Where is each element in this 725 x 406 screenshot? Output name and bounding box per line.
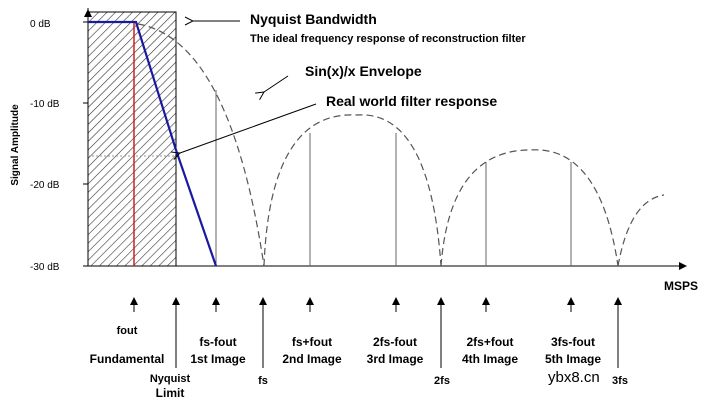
image-lines xyxy=(215,90,572,266)
marker-fs-line1: fs xyxy=(258,375,268,387)
marker-fs-plus-fout-line1: fs+fout xyxy=(292,335,332,349)
marker-nyquist-line2: Limit xyxy=(156,386,185,400)
marker-3fs-fout-line1: 3fs-fout xyxy=(551,335,595,349)
real-filter-label: Real world filter response xyxy=(326,93,497,109)
nyquist-bandwidth-region xyxy=(87,11,177,267)
marker-nyquist-line1: Nyquist xyxy=(150,373,191,385)
watermark: ybx8.cn xyxy=(548,369,600,386)
marker-2fs-fout-line1: 2fs-fout xyxy=(373,335,417,349)
sinx-envelope-curve xyxy=(137,23,665,267)
marker-arrows xyxy=(130,297,622,368)
marker-fs-fout-line1: fs-fout xyxy=(199,335,236,349)
y-tick-label-30: -30 dB xyxy=(30,262,60,273)
y-tick-label-0: 0 dB xyxy=(30,19,51,30)
nyquist-bandwidth-label: Nyquist Bandwidth xyxy=(250,11,377,27)
nyquist-bandwidth-subtitle: The ideal frequency response of reconstr… xyxy=(250,33,526,45)
marker-fs-fout-line2: 1st Image xyxy=(190,352,246,366)
marker-fout-line1: fout xyxy=(117,325,138,337)
y-tick-label-20: -20 dB xyxy=(30,180,60,191)
marker-2fs-plus-fout-line2: 4th Image xyxy=(462,352,518,366)
real-filter-response xyxy=(88,20,218,267)
marker-3fs-line1: 3fs xyxy=(612,375,628,387)
x-axis-unit: MSPS xyxy=(664,279,698,293)
marker-2fs-line1: 2fs xyxy=(434,375,450,387)
marker-2fs-plus-fout-line1: 2fs+fout xyxy=(466,335,513,349)
marker-3fs-fout-line2: 5th Image xyxy=(545,352,601,366)
y-axis-title: Signal Amplitude xyxy=(10,104,21,186)
real-filter-pointer-arrow xyxy=(180,103,317,153)
y-tick-label-10: -10 dB xyxy=(30,99,60,110)
sinx-envelope-label: Sin(x)/x Envelope xyxy=(305,63,422,79)
marker-2fs-fout-line2: 3rd Image xyxy=(367,352,424,366)
sinx-pointer-arrow xyxy=(264,75,289,92)
marker-fs-plus-fout-line2: 2nd Image xyxy=(282,352,342,366)
marker-fout-line2: Fundamental xyxy=(90,352,165,366)
